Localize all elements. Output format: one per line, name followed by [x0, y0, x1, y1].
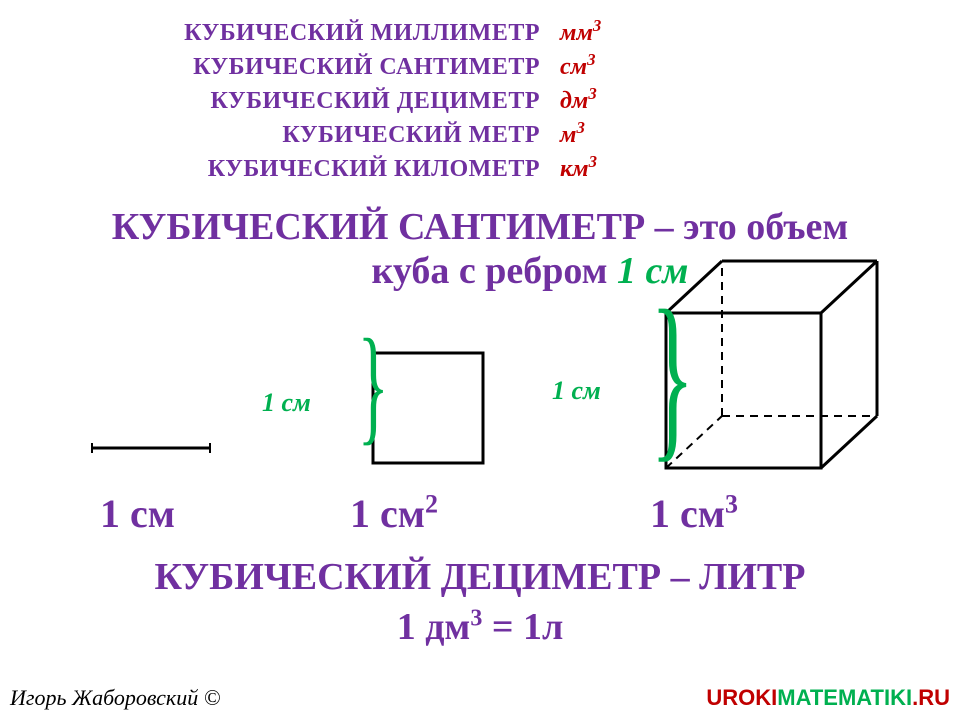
unit-name-4: КУБИЧЕСКИЙ КИЛОМЕТР: [170, 156, 540, 183]
unit-row-1: КУБИЧЕСКИЙ САНТИМЕТР см3: [170, 54, 595, 81]
unit-name-1: КУБИЧЕСКИЙ САНТИМЕТР: [170, 54, 540, 81]
site-b: MATEMATIKI: [777, 685, 912, 710]
unit-row-2: КУБИЧЕСКИЙ ДЕЦИМЕТР дм3: [170, 88, 597, 115]
bottom-label-0: 1 см: [100, 490, 175, 537]
author-credit: Игорь Жаборовский ©: [10, 685, 220, 711]
footer-line1: КУБИЧЕСКИЙ ДЕЦИМЕТР – ЛИТР: [0, 555, 960, 599]
segment-1cm: [90, 440, 220, 460]
unit-symbol-0: мм3: [560, 20, 601, 47]
unit-name-0: КУБИЧЕСКИЙ МИЛЛИМЕТР: [170, 20, 540, 47]
unit-row-4: КУБИЧЕСКИЙ КИЛОМЕТР км3: [170, 156, 597, 183]
headline-line1: КУБИЧЕСКИЙ САНТИМЕТР – это объем: [0, 205, 960, 249]
bottom-label-1: 1 см2: [350, 490, 438, 537]
square-brace: }: [358, 330, 389, 440]
unit-symbol-1: см3: [560, 54, 595, 81]
unit-name-3: КУБИЧЕСКИЙ МЕТР: [170, 122, 540, 149]
bottom-label-2-text: 1 см: [650, 491, 725, 536]
cube-brace-label: 1 см: [552, 376, 601, 406]
unit-row-0: КУБИЧЕСКИЙ МИЛЛИМЕТР мм3: [170, 20, 601, 47]
footer-line2: 1 дм3 = 1л: [0, 605, 960, 649]
footer-line2a: 1 дм: [397, 606, 471, 648]
slide-canvas: КУБИЧЕСКИЙ МИЛЛИМЕТР мм3 КУБИЧЕСКИЙ САНТИМ…: [0, 0, 960, 720]
unit-symbol-3: м3: [560, 122, 585, 149]
unit-row-3: КУБИЧЕСКИЙ МЕТР м3: [170, 122, 585, 149]
footer-line2b: = 1л: [482, 606, 563, 648]
bottom-label-2: 1 см3: [650, 490, 738, 537]
cube-1cm3: [660, 255, 900, 475]
bottom-label-2-sup: 3: [725, 490, 738, 519]
footer-line2sup: 3: [470, 605, 482, 631]
bottom-label-0-text: 1 см: [100, 491, 175, 536]
headline-line2a: куба с ребром: [372, 250, 618, 292]
footer-def: КУБИЧЕСКИЙ ДЕЦИМЕТР – ЛИТР 1 дм3 = 1л: [0, 555, 960, 649]
cube-brace: }: [650, 298, 694, 453]
site-c: .RU: [912, 685, 950, 710]
unit-symbol-4: км3: [560, 156, 597, 183]
bottom-label-1-sup: 2: [425, 490, 438, 519]
bottom-label-1-text: 1 см: [350, 491, 425, 536]
square-brace-label: 1 см: [262, 388, 311, 418]
site-credit: UROKIMATEMATIKI.RU: [706, 685, 950, 711]
site-a: UROKI: [706, 685, 777, 710]
unit-name-2: КУБИЧЕСКИЙ ДЕЦИМЕТР: [170, 88, 540, 115]
unit-symbol-2: дм3: [560, 88, 597, 115]
